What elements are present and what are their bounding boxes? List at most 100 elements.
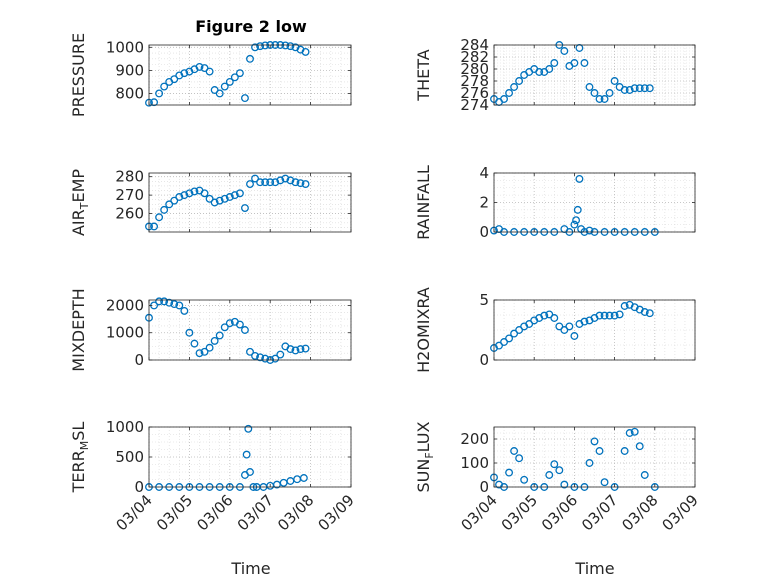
- y-tick-label: 900: [115, 61, 144, 79]
- axes-box: [148, 299, 352, 361]
- data-point: [261, 354, 270, 363]
- y-tick-label: 0: [479, 351, 489, 369]
- y-tick-label: 800: [115, 84, 144, 102]
- y-axis-label: MIXDEPTH: [69, 288, 88, 371]
- data-point: [256, 42, 265, 51]
- data-point: [271, 178, 280, 187]
- data-point: [585, 226, 594, 235]
- data-point: [301, 47, 310, 56]
- data-point: [160, 297, 169, 306]
- data-point: [150, 98, 158, 107]
- y-tick-label: 276: [460, 84, 489, 102]
- data-point: [242, 450, 251, 459]
- data-point: [240, 326, 249, 334]
- x-tick-label: 03/06: [193, 491, 236, 534]
- data-point: [246, 180, 254, 189]
- y-tick-label: 1000: [106, 418, 144, 436]
- x-tick-label: 03/04: [458, 491, 501, 534]
- data-point: [505, 468, 514, 477]
- y-tick-label: 0: [479, 223, 489, 241]
- data-point: [495, 341, 503, 350]
- data-point: [225, 77, 234, 86]
- y-tick-label: 2: [479, 194, 489, 212]
- y-tick-label: 282: [460, 48, 489, 66]
- y-axis-label: THETA: [414, 49, 433, 101]
- axes-box: [493, 426, 696, 488]
- y-tick-label: 1000: [106, 324, 144, 342]
- data-point: [170, 196, 179, 205]
- subplot-mixdepth: 0 1000 2000 MIXDEPTH: [69, 288, 352, 372]
- data-point: [540, 311, 549, 320]
- data-point: [246, 468, 254, 476]
- data-point: [575, 174, 584, 183]
- y-axis-label: SUNFLUX: [414, 421, 436, 492]
- data-point: [515, 326, 524, 334]
- data-point: [165, 298, 174, 307]
- y-tick-label: 4: [479, 164, 489, 182]
- data-point: [185, 189, 194, 198]
- data-point: [620, 447, 629, 455]
- y-tick-label: 500: [115, 448, 144, 466]
- data-point: [595, 311, 604, 320]
- y-axis-label: PRESSURE: [69, 33, 88, 117]
- data-point: [605, 311, 614, 320]
- axes-background: [149, 173, 351, 232]
- y-tick-label: 280: [460, 60, 489, 78]
- data-point: [160, 205, 169, 214]
- data-point: [291, 346, 300, 355]
- y-tick-label: 278: [460, 72, 489, 90]
- data-point: [220, 194, 229, 203]
- y-axis-label: H2OMIXRA: [414, 287, 433, 373]
- data-point: [565, 322, 574, 331]
- y-axis-label: TERRMSL: [69, 422, 91, 494]
- data-point: [210, 336, 219, 345]
- data-point: [271, 354, 280, 363]
- data-point: [256, 353, 265, 362]
- data-point: [220, 323, 229, 332]
- data-point: [635, 84, 644, 93]
- data-point: [195, 349, 204, 358]
- data-point: [605, 89, 614, 97]
- y-tick-label: 2000: [106, 296, 144, 314]
- data-point: [200, 347, 209, 356]
- data-point: [630, 84, 639, 93]
- data-point: [251, 351, 259, 360]
- y-axis-label: RAINFALL: [414, 165, 433, 240]
- data-point: [291, 178, 300, 187]
- y-tick-label: 200: [460, 430, 489, 448]
- data-point: [645, 84, 654, 93]
- x-tick-label: 03/08: [274, 491, 317, 534]
- data-point: [220, 82, 229, 91]
- data-point: [573, 205, 582, 214]
- data-point: [235, 189, 244, 198]
- data-point: [155, 89, 164, 98]
- data-point: [640, 308, 649, 316]
- data-point: [560, 326, 569, 334]
- data-point: [266, 178, 275, 187]
- data-point: [296, 345, 305, 354]
- data-point: [570, 59, 579, 67]
- data-point: [150, 222, 158, 231]
- data-point: [235, 69, 244, 78]
- y-tick-label: 100: [460, 454, 489, 472]
- data-point: [555, 322, 564, 331]
- data-point: [240, 204, 249, 212]
- data-point: [560, 480, 569, 489]
- y-tick-label: 0: [134, 351, 144, 369]
- data-point: [175, 193, 184, 201]
- data-point: [640, 471, 649, 479]
- data-point: [550, 460, 559, 469]
- data-point: [251, 43, 259, 52]
- data-point: [296, 179, 305, 188]
- axes-box: [148, 172, 352, 233]
- subplot-rainfall: 0 2 4 RAINFALL: [414, 164, 696, 241]
- data-point: [175, 301, 184, 310]
- data-point: [180, 69, 189, 78]
- data-point: [645, 309, 654, 318]
- data-point: [230, 191, 239, 200]
- data-point: [570, 332, 579, 340]
- data-point: [205, 67, 214, 76]
- data-point: [246, 54, 254, 63]
